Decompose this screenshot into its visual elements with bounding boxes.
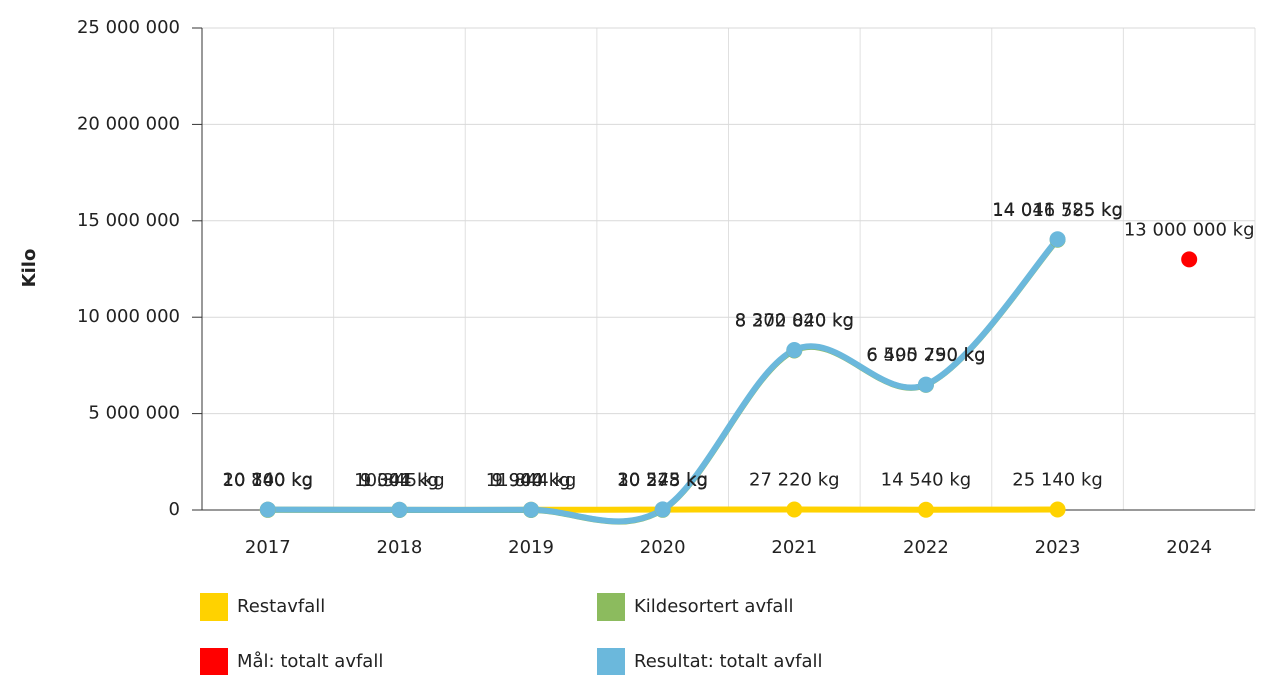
data-point — [786, 501, 802, 517]
y-tick-label: 10 000 000 — [77, 306, 180, 327]
x-tick-label: 2019 — [508, 537, 554, 558]
data-point — [1181, 251, 1197, 267]
y-tick-label: 5 000 000 — [88, 403, 180, 424]
data-point — [1050, 502, 1066, 518]
x-tick-label: 2022 — [903, 537, 949, 558]
data-label: 6 505 290 kg — [866, 345, 985, 366]
legend-label[interactable]: Resultat: totalt avfall — [634, 651, 822, 672]
data-point — [655, 501, 671, 517]
data-label: 20 840 kg — [223, 470, 314, 491]
x-tick-label: 2021 — [771, 537, 817, 558]
data-point — [918, 502, 934, 518]
data-label: 25 140 kg — [1012, 470, 1103, 491]
data-point — [918, 377, 934, 393]
data-label: 14 041 725 kg — [992, 199, 1123, 220]
data-point — [1050, 231, 1066, 247]
x-tick-label: 2020 — [640, 537, 686, 558]
legend-swatch[interactable] — [597, 648, 625, 675]
data-point — [391, 502, 407, 518]
data-point — [523, 502, 539, 518]
legend-label[interactable]: Mål: totalt avfall — [237, 651, 383, 672]
data-label: 10 345 kg — [354, 470, 445, 491]
data-label: 11 844 kg — [486, 470, 577, 491]
y-tick-label: 0 — [169, 499, 180, 520]
legend-label[interactable]: Restavfall — [237, 596, 325, 617]
data-label: 14 540 kg — [881, 470, 972, 491]
data-point — [786, 342, 802, 358]
legend-swatch[interactable] — [597, 593, 625, 621]
x-tick-label: 2023 — [1035, 537, 1081, 558]
y-tick-label: 15 000 000 — [77, 210, 180, 231]
x-tick-label: 2024 — [1166, 537, 1212, 558]
y-axis-title: Kilo — [19, 249, 40, 288]
data-point — [260, 502, 276, 518]
data-label: 8 300 040 kg — [735, 310, 854, 331]
legend-label[interactable]: Kildesortert avfall — [634, 596, 793, 617]
y-tick-label: 20 000 000 — [77, 113, 180, 134]
x-tick-label: 2017 — [245, 537, 291, 558]
legend-swatch[interactable] — [200, 648, 228, 675]
data-label: 30 523 kg — [617, 469, 708, 490]
legend-swatch[interactable] — [200, 593, 228, 621]
data-label: 27 220 kg — [749, 469, 840, 490]
data-label: 13 000 000 kg — [1124, 219, 1255, 240]
y-tick-label: 25 000 000 — [77, 17, 180, 38]
x-tick-label: 2018 — [377, 537, 423, 558]
